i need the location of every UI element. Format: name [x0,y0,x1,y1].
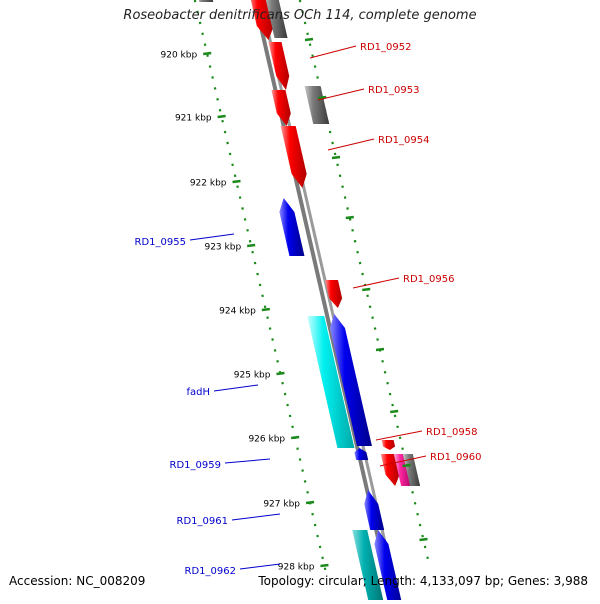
scale-tick [320,563,329,568]
scale-tick-label: 920 kbp [161,51,198,61]
right-track-tick [419,537,428,542]
gene-label-rd1-0952: RD1_0952 [360,42,411,53]
gene-arrow-unlabeled-15 [402,454,421,486]
gene-arrow-unlabeled-18 [374,530,403,604]
gene-arrow-rd1-0956 [324,280,343,308]
gene-label-rd1-0954: RD1_0954 [378,135,429,146]
gene-arrow-rd1-0961 [364,490,385,530]
leader-line [231,513,281,521]
gene-label-rd1-0961: RD1_0961 [177,516,228,527]
scale-tick-label: 925 kbp [234,371,271,381]
scale-tick-layer: 920 kbp 921 kbp 922 kbp 923 kbp 924 kbp 925 k… [161,37,428,573]
leader-line [327,138,375,151]
gene-arrow-rd1-0955 [279,198,305,256]
gene-arrow-unlabeled-5 [271,90,291,126]
scale-tick-label: 924 kbp [219,307,256,317]
scale-tick [217,114,226,119]
scale-tick-label: 927 kbp [263,500,300,510]
scale-tick [276,371,285,376]
gene-label-rd1-0955: RD1_0955 [135,237,186,248]
leader-line [317,88,365,101]
leader-line [189,233,235,241]
gene-arrow-rd1-0962 [352,530,385,604]
gene-arrow-rd1-0959 [354,448,369,460]
page-title: Roseobacter denitrificans OCh 114, compl… [123,8,477,23]
scale-tick [203,51,212,56]
gene-arrow-rd1-0954 [280,126,307,188]
gene-label-fadh: fadH [186,387,210,398]
gene-arrow-unlabeled-11 [381,440,396,450]
gene-arrow-rd1-0958 [380,454,400,486]
gene-label-rd1-0960: RD1_0960 [430,452,481,463]
gene-arrow-rd1-0952 [268,42,290,90]
scale-tick-label: 928 kbp [278,563,315,573]
gene-label-layer: RD1_0952 RD1_0953 RD1_0954 RD1_0955 RD1_0956… [135,42,482,577]
right-track-tick [331,155,341,160]
right-track-tick [304,37,314,42]
leader-line [379,455,427,467]
right-track-tick [362,287,371,292]
gene-arrow-unlabeled-0 [198,0,214,2]
gene-layer [198,0,421,604]
leader-line [309,45,357,59]
accession-text: Accession: NC_008209 [9,574,146,588]
gene-label-rd1-0959: RD1_0959 [170,460,221,471]
leader-line [224,458,271,464]
gene-arrow-unlabeled-10 [329,314,372,446]
topology-text: Topology: circular; Length: 4,133,097 bp… [258,574,588,588]
scale-tick [261,307,270,312]
gene-label-rd1-0953: RD1_0953 [368,85,419,96]
gene-label-rd1-0956: RD1_0956 [403,274,454,285]
right-track-tick [390,409,399,414]
scale-tick [232,179,241,184]
scale-tick [290,435,300,440]
right-track-tick [375,347,385,352]
gene-arrow-fadh [307,316,355,448]
scale-tick-label: 926 kbp [248,435,285,445]
leader-line [352,277,400,289]
right-track-tick [318,95,327,100]
right-track-tick [345,215,354,220]
scale-tick-label: 923 kbp [204,243,241,253]
scale-tick [247,243,256,248]
gene-label-rd1-0958: RD1_0958 [426,427,477,438]
scale-tick [305,500,315,505]
right-track-tick [402,463,411,468]
leader-line [239,563,281,570]
scale-tick-label: 922 kbp [190,179,227,189]
leader-line [213,384,259,392]
gene-arrow-unlabeled-1 [250,0,274,40]
scale-tick-label: 921 kbp [175,114,212,124]
leader-line [375,430,423,441]
gene-label-rd1-0962: RD1_0962 [185,566,236,577]
gene-arrow-rd1-0953 [304,86,330,124]
gene-arrow-unlabeled-2 [265,0,288,38]
